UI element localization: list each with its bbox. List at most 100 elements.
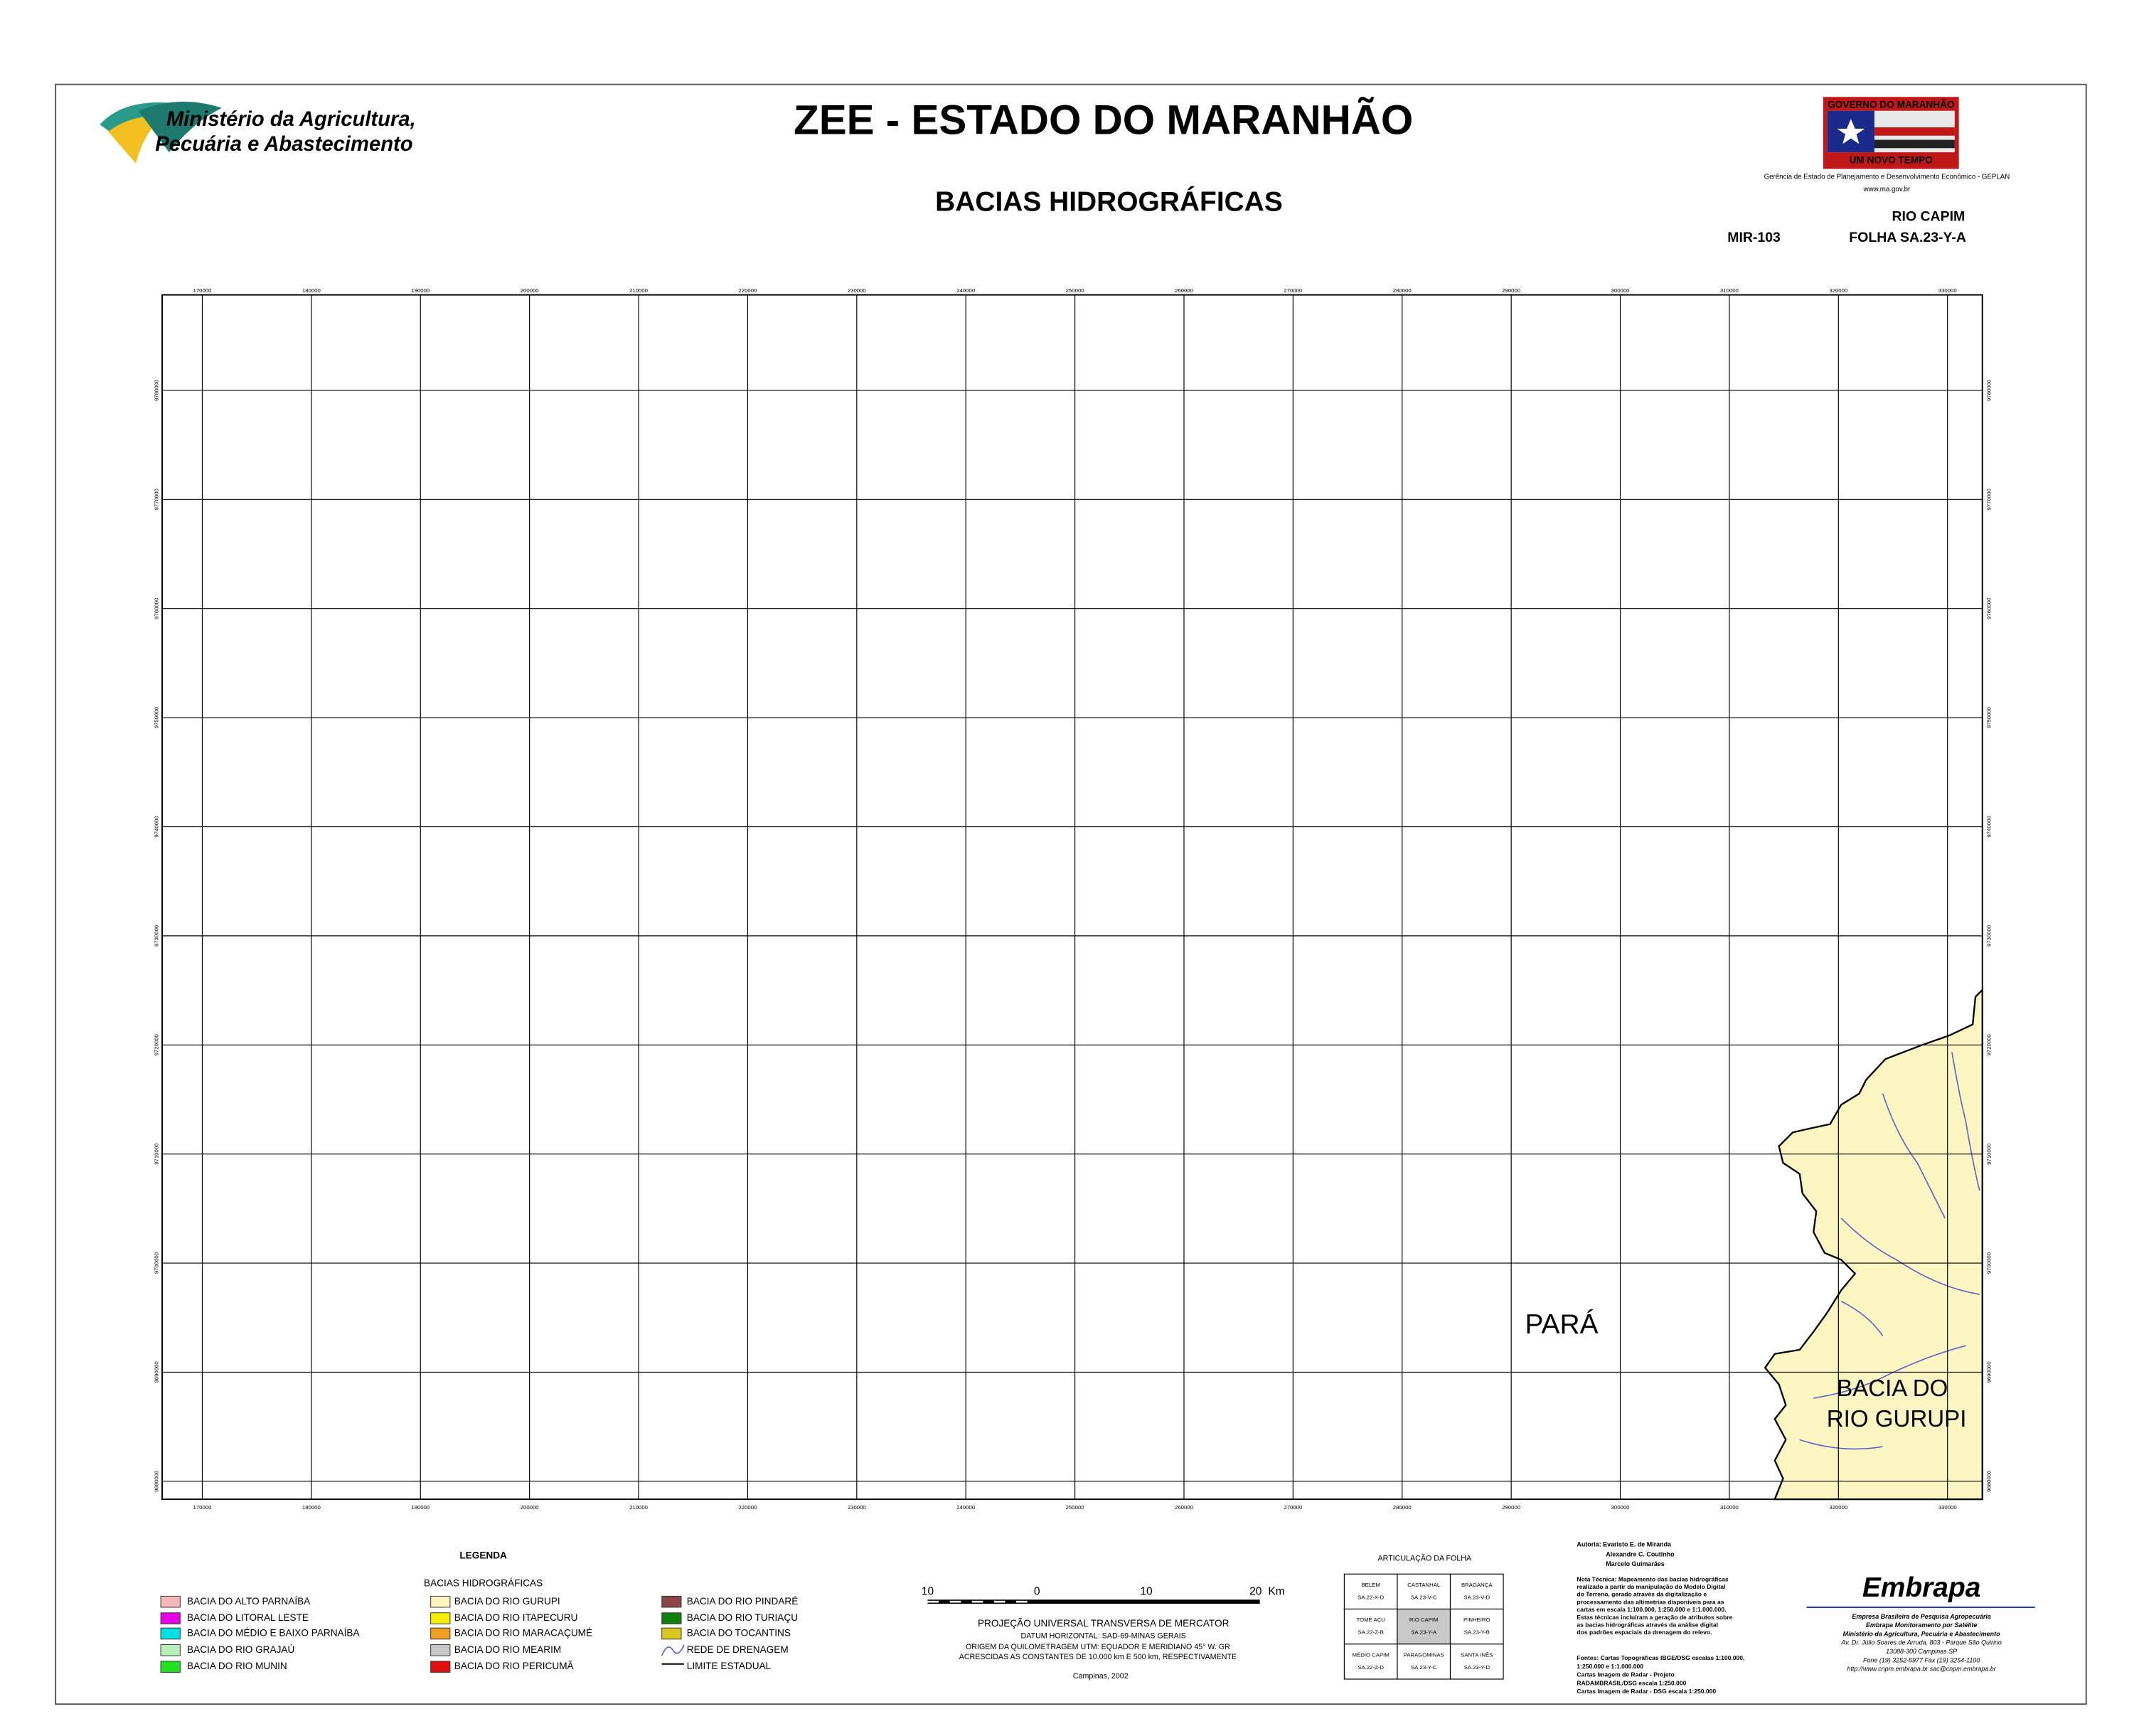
articulation-name: PARAGOMINAS [1404,1651,1444,1658]
author-line: Autoria: Evaristo E. de Miranda [1577,1541,1672,1548]
legend-label: BACIA DO RIO TURIAÇU [687,1612,798,1623]
source-line: Cartas Imagem de Radar - Projeto [1577,1671,1674,1678]
articulation-title: ARTICULAÇÃO DA FOLHA [1377,1554,1472,1563]
scale-unit: Km [1268,1586,1284,1598]
y-grid-label: 9760000 [1986,597,1993,619]
y-grid-label: 9770000 [153,489,159,511]
embrapa-info: Ministério da Agricultura, Pecuária e Ab… [1843,1630,2000,1637]
projection-text: ORIGEM DA QUILOMETRAGEM UTM: EQUADOR E M… [966,1643,1230,1651]
articulation-code: SA.23-Y-B [1464,1629,1490,1636]
articulation-name: SANTA INÊS [1461,1651,1493,1658]
legend-label: BACIA DO MÉDIO E BAIXO PARNAÍBA [187,1628,360,1639]
projection-text: ACRESCIDAS AS CONSTANTES DE 10.000 km E … [959,1653,1237,1661]
y-grid-label: 9740000 [153,816,159,838]
x-grid-label: 180000 [302,287,321,294]
author-line: Marcelo Guimarães [1606,1560,1664,1567]
scale-label: 10 [922,1586,934,1598]
legend-label: BACIA DO ALTO PARNAÍBA [187,1596,311,1607]
articulation-code: SA.22-Z-B [1358,1629,1384,1636]
y-grid-label: 9680000 [1986,1470,1993,1492]
x-grid-label: 170000 [193,1504,213,1511]
x-grid-label: 330000 [1938,287,1958,294]
x-grid-label: 170000 [193,287,213,294]
source-line: Cartas Imagem de Radar - DSG escala 1:25… [1577,1688,1716,1695]
legend-label: BACIA DO RIO MEARIM [454,1644,561,1655]
scale-label: 10 [1140,1586,1153,1598]
x-grid-label: 310000 [1720,1504,1739,1511]
gov-agency: Gerência de Estado de Planejamento e Des… [1764,174,2010,181]
articulation-code: SA.22-Z-D [1357,1664,1384,1671]
y-grid-label: 9750000 [1986,706,1993,728]
legend-swatch [430,1627,451,1640]
map-title: ZEE - ESTADO DO MARANHÃO [794,97,1413,144]
embrapa-info: Empresa Brasileira de Pesquisa Agropecuá… [1852,1613,1990,1620]
articulation-code: SA.23-V-D [1463,1594,1490,1600]
embrapa-info: Fone (19) 3252-5977 Fax (19) 3254-1100 [1863,1656,1980,1663]
articulation-name: RIO CAPIM [1409,1617,1439,1623]
y-grid-label: 9770000 [1986,489,1993,511]
x-grid-label: 250000 [1066,1504,1085,1511]
scale-label: 0 [1034,1586,1040,1598]
x-grid-label: 240000 [956,287,976,294]
articulation-cell [1449,1644,1504,1680]
x-grid-label: 310000 [1720,287,1739,294]
x-grid-label: 210000 [629,287,649,294]
embrapa-info: 13088-300 Campinas SP [1886,1648,1957,1655]
embrapa-logo: Embrapa [1862,1572,1981,1603]
legend-subtitle: BACIAS HIDROGRÁFICAS [424,1577,543,1588]
legend-swatch [160,1627,181,1640]
x-grid-label: 190000 [411,1504,430,1511]
y-grid-label: 9710000 [153,1143,159,1165]
x-grid-label: 200000 [521,287,540,294]
x-grid-label: 270000 [1284,287,1303,294]
y-grid-label: 9760000 [153,597,159,619]
x-grid-label: 230000 [848,1504,867,1511]
y-grid-label: 9750000 [153,706,159,728]
legend-title: LEGENDA [459,1550,507,1561]
x-grid-label: 300000 [1611,1504,1631,1511]
note-line: do Terreno, gerado através da digitaliza… [1577,1591,1707,1598]
legend-swatch [661,1627,682,1640]
note-line: as bacias hidrográficas através da análi… [1577,1621,1718,1629]
x-grid-label: 190000 [411,287,430,294]
articulation-cell [1343,1573,1398,1610]
ministry-name: Ministério da Agricultura, [166,108,416,131]
legend-swatch [160,1612,181,1624]
x-grid-label: 200000 [521,1504,540,1511]
gov-site: www.ma.gov.br [1863,186,1911,193]
articulation-code: SA.23-Y-D [1464,1664,1490,1671]
y-grid-label: 9680000 [153,1470,159,1492]
embrapa-info: Embrapa Monitoramento por Satélite [1866,1621,1977,1629]
x-grid-label: 260000 [1175,1504,1194,1511]
map-frame [161,294,1983,1501]
legend-label: BACIA DO RIO MUNIN [187,1661,287,1671]
legend-label: BACIA DO RIO MARACAÇUMÉ [454,1628,592,1639]
state-label: PARÁ [1525,1309,1598,1340]
legend-swatch [661,1595,682,1608]
map-subtitle: BACIAS HIDROGRÁFICAS [935,186,1283,217]
x-grid-label: 290000 [1502,287,1521,294]
gov-slogan: UM NOVO TEMPO [1850,154,1933,165]
legend-swatch [430,1661,451,1673]
source-line: 1:250.000 e 1:1.000.000 [1577,1663,1643,1670]
articulation-cell [1397,1608,1451,1645]
x-grid-label: 180000 [302,1504,321,1511]
x-grid-label: 320000 [1829,287,1848,294]
grid [162,294,1983,1500]
projection-text: PROJEÇÃO UNIVERSAL TRANSVERSA DE MERCATO… [978,1618,1229,1629]
ministry-name: Pecuária e Abastecimento [155,133,412,156]
articulation-code: SA.22-X-D [1357,1594,1385,1600]
y-grid-label: 9780000 [153,379,159,401]
x-grid-label: 280000 [1393,287,1412,294]
ministry-logo [100,101,222,164]
legend-label: BACIA DO RIO PINDARÉ [687,1596,799,1607]
legend-label: BACIA DO TOCANTINS [687,1628,791,1639]
legend-label: REDE DE DRENAGEM [687,1644,789,1655]
articulation-cell [1449,1573,1504,1610]
articulation-name: PINHEIRO [1463,1617,1490,1623]
scale-label: 20 [1249,1586,1262,1598]
y-grid-label: 9700000 [1986,1252,1993,1274]
y-grid-label: 9710000 [1986,1143,1993,1165]
